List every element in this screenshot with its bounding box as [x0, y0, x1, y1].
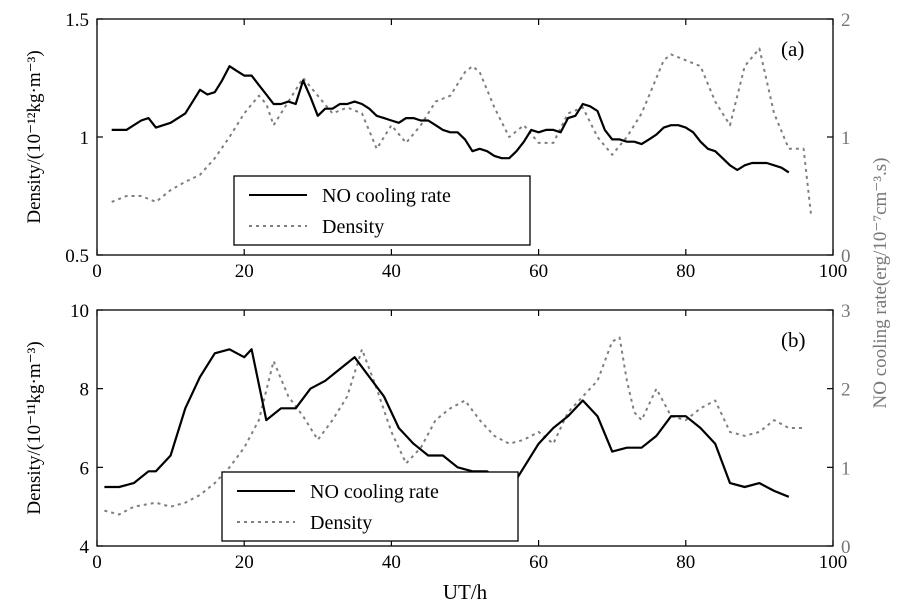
panel-a-legend-density-label: Density: [322, 216, 384, 238]
panel-b-label: (b): [781, 328, 806, 352]
panel-a-ylabel: Density/(10⁻¹²kg·m⁻³): [24, 50, 45, 223]
panel-b-ytick-left-label: 6: [80, 458, 90, 479]
panel-b-ytick-right-label: 0: [841, 537, 851, 558]
panel-b-ytick-right-label: 2: [841, 380, 851, 401]
panel-a-cooling-rate-line: [111, 65, 790, 174]
panel-b-density-line: [104, 336, 804, 516]
panel-a-legend-box: [233, 175, 531, 246]
panel-b-legend-box: [221, 471, 519, 542]
panel-a-legend: NO cooling rate Density: [233, 175, 531, 246]
panel-a-xtick-label: 40: [382, 261, 401, 282]
panel-b-xtick-label: 100: [819, 552, 848, 573]
panel-b-ytick-left-label: 4: [80, 537, 90, 558]
panel-b-ytick-right-label: 3: [841, 301, 851, 322]
x-axis-label: UT/h: [443, 580, 488, 604]
panel-b-ytick-right-label: 1: [841, 458, 851, 479]
panel-b-legend-density-label: Density: [310, 512, 372, 534]
panel-a-xtick-label: 80: [676, 261, 695, 282]
panel-b-ytick-left-label: 8: [80, 380, 90, 401]
panel-a-xtick-label: 0: [92, 261, 102, 282]
panel-b-legend: NO cooling rate Density: [221, 471, 519, 542]
panel-b-xtick-label: 60: [529, 552, 548, 573]
panel-a-label: (a): [781, 37, 804, 61]
panel-b-frame: [96, 309, 834, 547]
panel-a-ytick-right-label: 2: [841, 10, 851, 31]
panel-b-ylabel: Density/(10⁻¹¹kg·m⁻³): [24, 341, 45, 514]
panel-a-ytick-right-label: 1: [841, 128, 851, 149]
panel-a-xtick-label: 100: [819, 261, 848, 282]
panel-b-legend-cooling-label: NO cooling rate: [310, 481, 439, 503]
panel-b-cooling-rate-line: [104, 348, 790, 498]
right-axis-label: NO cooling rate(erg/10⁻⁷cm⁻³.s): [870, 158, 891, 409]
panel-b: 0 20 40 60 80 100 4 6 8 10 0 1 2 3 (b) Density/(10⁻…: [24, 301, 851, 573]
panel-a-xtick-label: 60: [529, 261, 548, 282]
panel-a-ytick-right-label: 0: [841, 246, 851, 267]
panel-b-xtick-label: 20: [235, 552, 254, 573]
panel-b-xtick-label: 80: [676, 552, 695, 573]
panel-a-xtick-label: 20: [235, 261, 254, 282]
panel-b-xtick-label: 0: [92, 552, 102, 573]
panel-b-ytick-left-label: 10: [70, 301, 89, 322]
panel-b-xtick-label: 40: [382, 552, 401, 573]
panel-a-legend-cooling-label: NO cooling rate: [322, 185, 451, 207]
panel-a-ytick-left-label: 1.5: [65, 10, 89, 31]
panel-a-ytick-left-label: 0.5: [65, 246, 89, 267]
panel-a: 0 20 40 60 80 100 0.5 1 1.5 0 1 2 (a) Density/(10…: [24, 10, 851, 282]
panel-a-ytick-left-label: 1: [80, 128, 90, 149]
